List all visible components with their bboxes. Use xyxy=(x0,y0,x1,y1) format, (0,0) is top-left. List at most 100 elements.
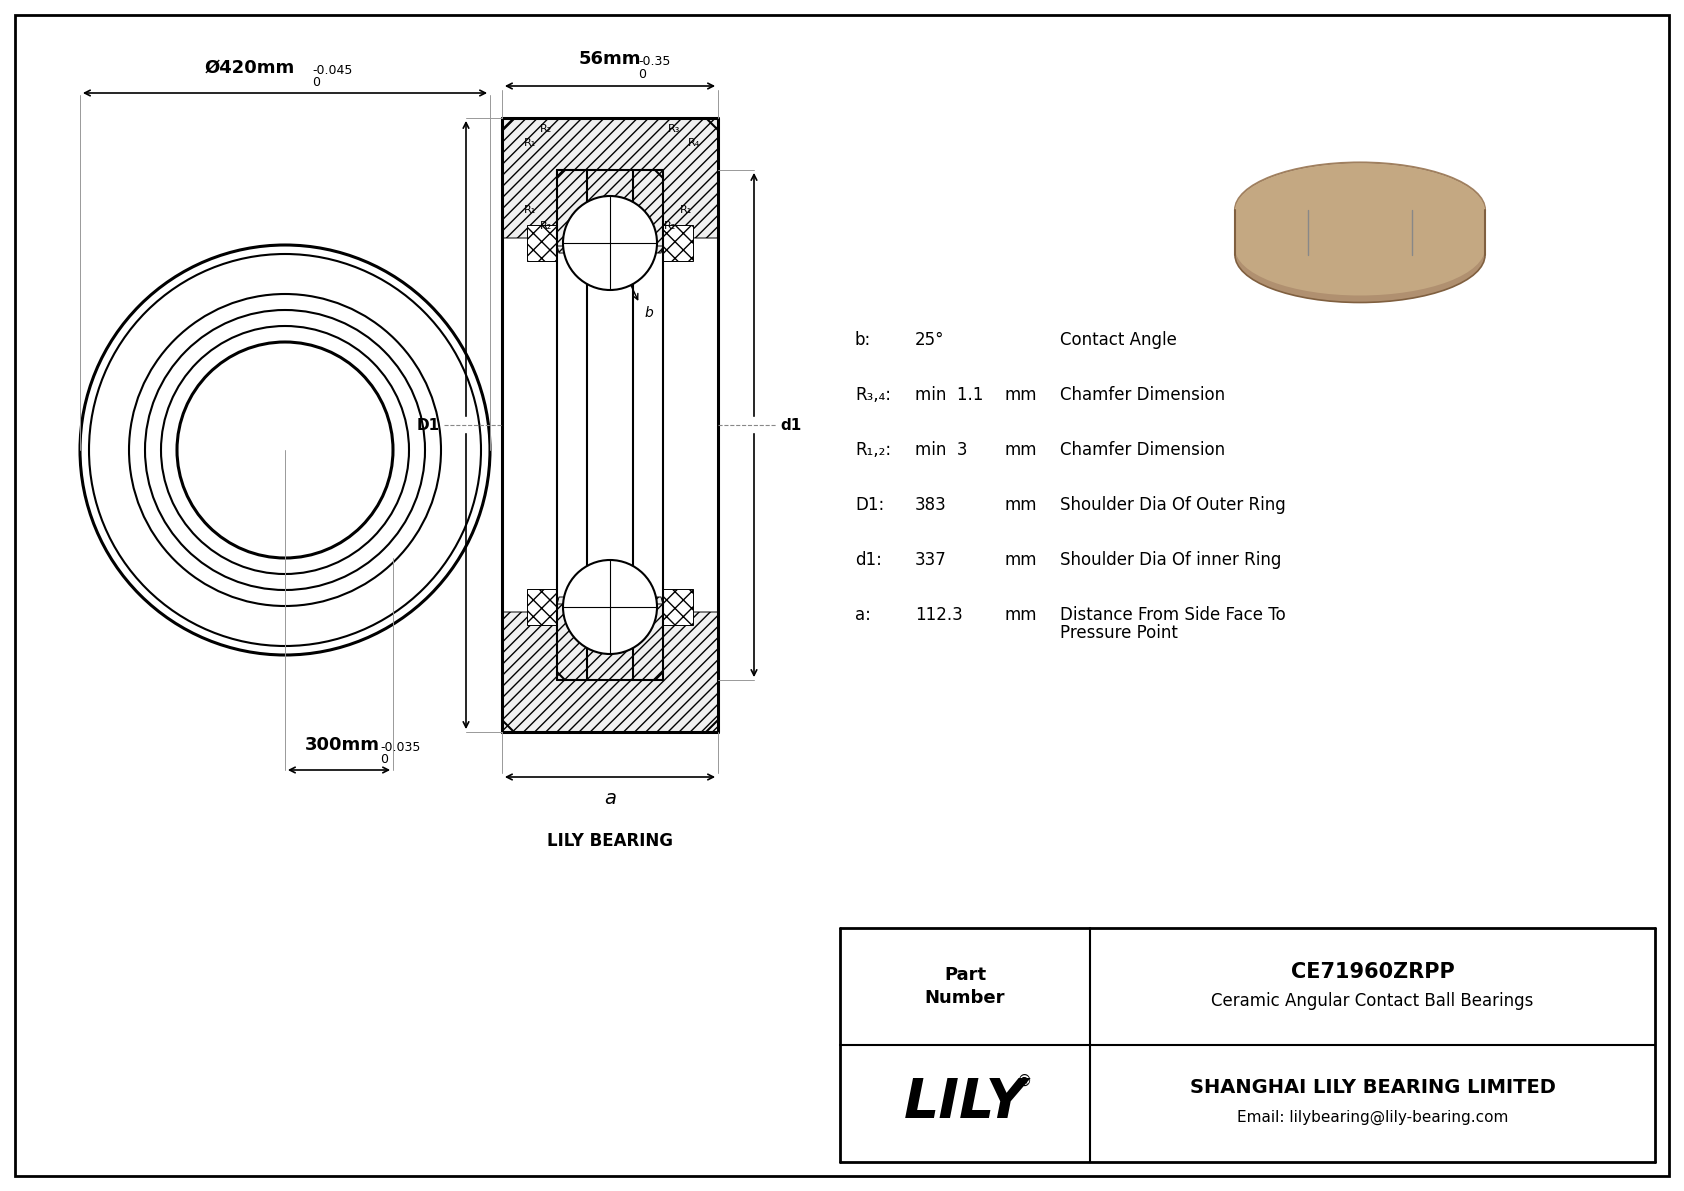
Polygon shape xyxy=(1308,210,1411,255)
Ellipse shape xyxy=(1234,181,1485,276)
Text: Shoulder Dia Of Outer Ring: Shoulder Dia Of Outer Ring xyxy=(1059,495,1287,515)
Ellipse shape xyxy=(1234,167,1485,262)
Text: b: b xyxy=(645,306,653,319)
Circle shape xyxy=(562,197,657,289)
Ellipse shape xyxy=(1234,206,1485,300)
Text: R₄: R₄ xyxy=(689,138,701,148)
Text: R₁: R₁ xyxy=(524,205,536,216)
Ellipse shape xyxy=(1234,168,1485,262)
Ellipse shape xyxy=(1234,185,1485,280)
Ellipse shape xyxy=(1234,164,1485,260)
Text: a:: a: xyxy=(855,606,871,624)
Text: 0: 0 xyxy=(638,68,647,81)
Text: Part
Number: Part Number xyxy=(925,966,1005,1008)
Text: a: a xyxy=(605,788,616,807)
Text: d1: d1 xyxy=(780,418,802,432)
Text: SHANGHAI LILY BEARING LIMITED: SHANGHAI LILY BEARING LIMITED xyxy=(1189,1078,1556,1097)
Ellipse shape xyxy=(1234,202,1485,298)
Text: Chamfer Dimension: Chamfer Dimension xyxy=(1059,386,1226,404)
Text: R₂: R₂ xyxy=(541,124,552,135)
Circle shape xyxy=(562,560,657,654)
Ellipse shape xyxy=(1234,179,1485,274)
Ellipse shape xyxy=(1234,173,1485,268)
Ellipse shape xyxy=(1234,187,1485,281)
Text: Shoulder Dia Of inner Ring: Shoulder Dia Of inner Ring xyxy=(1059,551,1282,569)
Text: -0.045: -0.045 xyxy=(312,64,352,77)
Ellipse shape xyxy=(1234,174,1485,268)
Text: R₂: R₂ xyxy=(541,222,552,231)
Text: min  1.1: min 1.1 xyxy=(914,386,983,404)
Ellipse shape xyxy=(1234,200,1485,295)
Ellipse shape xyxy=(1234,204,1485,299)
Text: 300mm: 300mm xyxy=(305,736,379,754)
Text: R₁: R₁ xyxy=(524,138,536,148)
Text: mm: mm xyxy=(1005,495,1037,515)
Ellipse shape xyxy=(1234,186,1485,281)
Polygon shape xyxy=(527,590,557,625)
Text: R₁: R₁ xyxy=(680,205,692,216)
Ellipse shape xyxy=(1234,189,1485,285)
Text: LILY BEARING: LILY BEARING xyxy=(547,833,674,850)
Ellipse shape xyxy=(1234,197,1485,292)
Ellipse shape xyxy=(1234,201,1485,297)
Ellipse shape xyxy=(1234,181,1485,275)
Text: mm: mm xyxy=(1005,551,1037,569)
Ellipse shape xyxy=(1288,182,1431,237)
Ellipse shape xyxy=(1234,166,1485,261)
Text: ®: ® xyxy=(1017,1074,1032,1089)
Text: R₃,₄:: R₃,₄: xyxy=(855,386,891,404)
Ellipse shape xyxy=(1234,175,1485,269)
Text: R₃: R₃ xyxy=(669,124,680,135)
Text: CE71960ZRPP: CE71960ZRPP xyxy=(1290,962,1455,983)
Ellipse shape xyxy=(1234,194,1485,289)
Polygon shape xyxy=(502,118,717,252)
Text: 337: 337 xyxy=(914,551,946,569)
Ellipse shape xyxy=(1234,177,1485,273)
Text: b:: b: xyxy=(855,331,871,349)
Ellipse shape xyxy=(1234,188,1485,283)
Ellipse shape xyxy=(1234,172,1485,267)
Text: mm: mm xyxy=(1005,441,1037,459)
Ellipse shape xyxy=(1234,180,1485,274)
Text: 56mm: 56mm xyxy=(579,50,642,68)
Ellipse shape xyxy=(1234,182,1485,278)
Text: 0: 0 xyxy=(312,76,320,89)
Ellipse shape xyxy=(1234,176,1485,272)
Text: 0: 0 xyxy=(381,753,387,766)
Text: Ø420mm: Ø420mm xyxy=(205,60,295,77)
Polygon shape xyxy=(663,590,694,625)
Ellipse shape xyxy=(1234,207,1485,303)
Ellipse shape xyxy=(1308,236,1411,275)
Polygon shape xyxy=(1234,210,1485,255)
Text: D1:: D1: xyxy=(855,495,884,515)
Polygon shape xyxy=(527,225,557,261)
Ellipse shape xyxy=(1234,207,1485,303)
Ellipse shape xyxy=(1234,169,1485,264)
Text: R₂: R₂ xyxy=(663,222,677,231)
Ellipse shape xyxy=(1234,163,1485,258)
Text: min  3: min 3 xyxy=(914,441,968,459)
Ellipse shape xyxy=(1234,183,1485,279)
Text: R₁,₂:: R₁,₂: xyxy=(855,441,891,459)
Text: Chamfer Dimension: Chamfer Dimension xyxy=(1059,441,1226,459)
Ellipse shape xyxy=(1234,199,1485,293)
Ellipse shape xyxy=(1234,205,1485,299)
Text: Distance From Side Face To: Distance From Side Face To xyxy=(1059,606,1287,624)
Ellipse shape xyxy=(1234,187,1485,282)
Text: D1: D1 xyxy=(418,418,440,432)
Ellipse shape xyxy=(1234,198,1485,293)
Ellipse shape xyxy=(1234,193,1485,288)
Ellipse shape xyxy=(1234,162,1485,257)
Text: -0.35: -0.35 xyxy=(638,55,670,68)
Ellipse shape xyxy=(1234,206,1485,301)
Ellipse shape xyxy=(1234,193,1485,287)
Text: Ceramic Angular Contact Ball Bearings: Ceramic Angular Contact Ball Bearings xyxy=(1211,991,1534,1010)
Polygon shape xyxy=(557,593,663,680)
Text: Pressure Point: Pressure Point xyxy=(1059,624,1177,642)
Polygon shape xyxy=(663,225,694,261)
Text: LILY: LILY xyxy=(904,1077,1027,1130)
Text: Email: lilybearing@lily-bearing.com: Email: lilybearing@lily-bearing.com xyxy=(1236,1110,1509,1125)
Ellipse shape xyxy=(1234,175,1485,270)
Text: Contact Angle: Contact Angle xyxy=(1059,331,1177,349)
Ellipse shape xyxy=(1234,192,1485,287)
